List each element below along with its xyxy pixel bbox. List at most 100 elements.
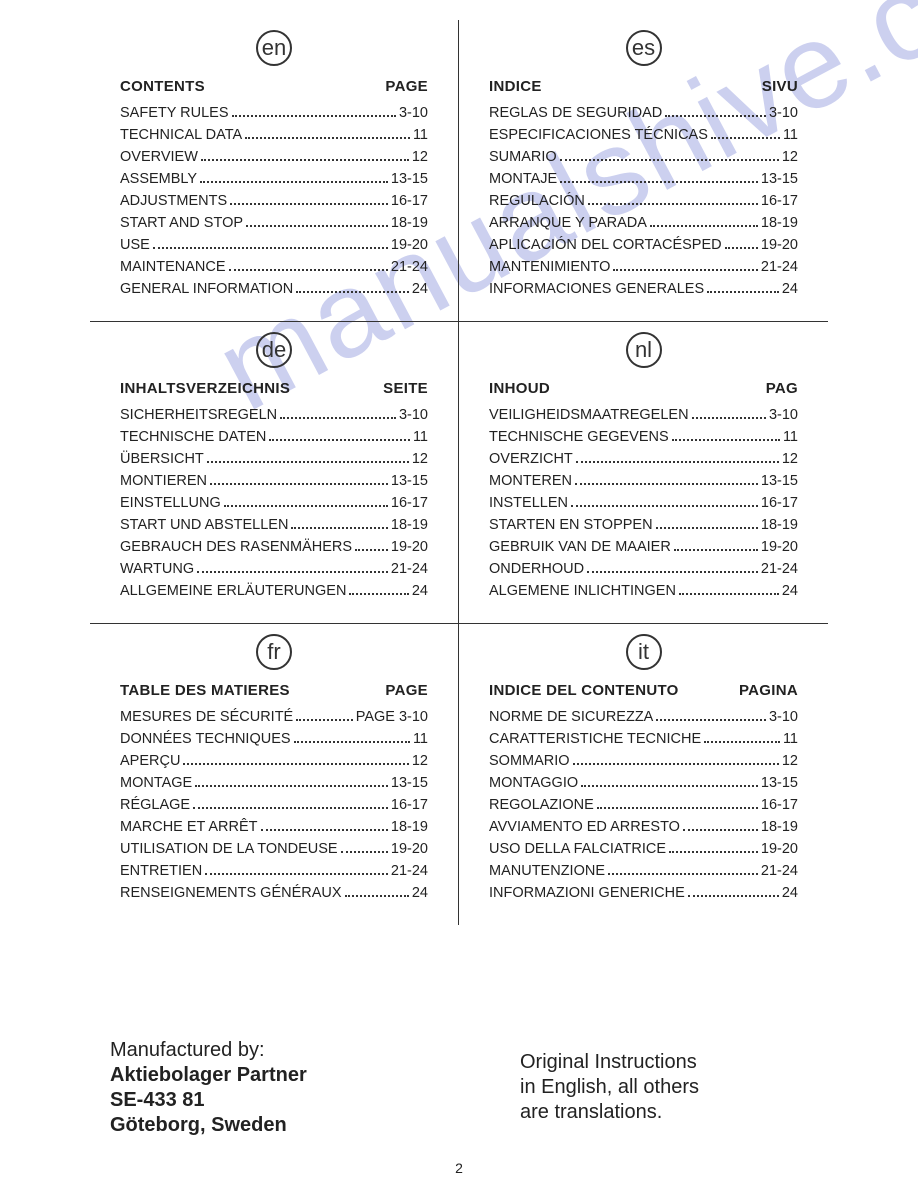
toc-entry-label: ASSEMBLY (120, 171, 197, 187)
lang-badge-en: en (256, 30, 292, 66)
lang-badge-fr: fr (256, 634, 292, 670)
manufacturer-line: Göteborg, Sweden (110, 1113, 440, 1138)
toc-entry-page: 24 (412, 583, 428, 599)
toc-heading: INHOUDPAG (489, 380, 798, 397)
toc-entry: UTILISATION DE LA TONDEUSE19-20 (120, 841, 428, 857)
note-line: are translations. (520, 1100, 810, 1125)
toc-entry-label: SUMARIO (489, 149, 557, 165)
toc-entry-label: CARATTERISTICHE TECNICHE (489, 731, 701, 747)
toc-heading-left: TABLE DES MATIERES (120, 682, 290, 699)
toc-section-nl: nlINHOUDPAGVEILIGHEIDSMAATREGELEN3-10TEC… (459, 321, 828, 623)
toc-dots (195, 785, 388, 787)
toc-entry-label: NORME DE SICUREZZA (489, 709, 653, 725)
toc-entry: MONTIEREN13-15 (120, 473, 428, 489)
toc-entry: WARTUNG21-24 (120, 561, 428, 577)
toc-entry-page: 19-20 (761, 841, 798, 857)
toc-entry-page: 21-24 (391, 561, 428, 577)
toc-dots (229, 269, 388, 271)
toc-dots (153, 247, 388, 249)
toc-entry-label: MANUTENZIONE (489, 863, 605, 879)
toc-entry-page: 18-19 (391, 215, 428, 231)
toc-dots (205, 873, 388, 875)
toc-dots (291, 527, 387, 529)
page-number: 2 (0, 1160, 918, 1176)
toc-heading-right: PAGINA (739, 682, 798, 699)
toc-entry-page: 11 (783, 731, 798, 747)
toc-entry: RENSEIGNEMENTS GÉNÉRAUX24 (120, 885, 428, 901)
toc-entry-label: INFORMACIONES GENERALES (489, 281, 704, 297)
toc-entry: ALGEMENE INLICHTINGEN24 (489, 583, 798, 599)
toc-entry-label: REGOLAZIONE (489, 797, 594, 813)
toc-entry-label: AVVIAMENTO ED ARRESTO (489, 819, 680, 835)
toc-grid: enCONTENTSPAGESAFETY RULES3-10TECHNICAL … (90, 20, 828, 925)
toc-entry-label: MANTENIMIENTO (489, 259, 610, 275)
toc-section-fr: frTABLE DES MATIERESPAGEMESURES DE SÉCUR… (90, 623, 459, 925)
toc-entry-page: 13-15 (761, 473, 798, 489)
toc-entry-page: 11 (413, 127, 428, 143)
toc-entry-label: ADJUSTMENTS (120, 193, 227, 209)
toc-entry-label: RÉGLAGE (120, 797, 190, 813)
toc-section-en: enCONTENTSPAGESAFETY RULES3-10TECHNICAL … (90, 20, 459, 321)
toc-entry: ONDERHOUD21-24 (489, 561, 798, 577)
toc-section-es: esINDICESIVUREGLAS DE SEGURIDAD3-10ESPEC… (459, 20, 828, 321)
toc-dots (581, 785, 758, 787)
toc-entry-label: MARCHE ET ARRÊT (120, 819, 258, 835)
note-line: Original Instructions (520, 1050, 810, 1075)
toc-entry-label: ALGEMENE INLICHTINGEN (489, 583, 676, 599)
toc-entry-page: 11 (413, 429, 428, 445)
note-line: in English, all others (520, 1075, 810, 1100)
toc-entry-page: 19-20 (391, 539, 428, 555)
manufacturer-block: Manufactured by: Aktiebolager Partner SE… (110, 1038, 460, 1138)
toc-entry-page: 19-20 (391, 237, 428, 253)
toc-dots (296, 291, 409, 293)
toc-entry: MANUTENZIONE21-24 (489, 863, 798, 879)
toc-entry-page: 21-24 (391, 259, 428, 275)
toc-entry: TECHNICAL DATA 11 (120, 127, 428, 143)
toc-dots (711, 137, 780, 139)
lang-badge-it: it (626, 634, 662, 670)
toc-dots (656, 527, 758, 529)
toc-entry: ARRANQUE Y PARADA18-19 (489, 215, 798, 231)
toc-entry-page: 16-17 (391, 797, 428, 813)
toc-entry-label: RENSEIGNEMENTS GÉNÉRAUX (120, 885, 342, 901)
toc-entry-page: 12 (782, 753, 798, 769)
toc-dots (674, 549, 758, 551)
toc-entry-label: GEBRUIK VAN DE MAAIER (489, 539, 671, 555)
toc-entry-page: 3-10 (399, 105, 428, 121)
toc-heading: CONTENTSPAGE (120, 78, 428, 95)
toc-entry-page: 13-15 (391, 473, 428, 489)
toc-entry-label: MESURES DE SÉCURITÉ (120, 709, 293, 725)
toc-entry-label: INSTELLEN (489, 495, 568, 511)
toc-entry: OVERVIEW12 (120, 149, 428, 165)
toc-dots (349, 593, 408, 595)
toc-entry: ADJUSTMENTS16-17 (120, 193, 428, 209)
toc-dots (345, 895, 409, 897)
toc-entry-page: 12 (412, 753, 428, 769)
toc-entry-label: MONTAGE (120, 775, 192, 791)
toc-entry: SUMARIO12 (489, 149, 798, 165)
toc-entry: ALLGEMEINE ERLÄUTERUNGEN24 (120, 583, 428, 599)
toc-dots (650, 225, 758, 227)
toc-entry: DONNÉES TECHNIQUES11 (120, 731, 428, 747)
toc-entry-page: 21-24 (391, 863, 428, 879)
toc-heading-left: INHOUD (489, 380, 550, 397)
toc-dots (200, 181, 388, 183)
toc-entry-page: 13-15 (391, 775, 428, 791)
toc-dots (355, 549, 388, 551)
toc-entry-label: EINSTELLUNG (120, 495, 221, 511)
toc-entry-label: INFORMAZIONI GENERICHE (489, 885, 685, 901)
toc-entry-label: TECHNICAL DATA (120, 127, 242, 143)
toc-entry-label: GENERAL INFORMATION (120, 281, 293, 297)
toc-dots (245, 137, 410, 139)
toc-dots (692, 417, 766, 419)
toc-entry: INFORMACIONES GENERALES24 (489, 281, 798, 297)
toc-entry-page: 24 (412, 281, 428, 297)
toc-entry-label: REGULACIÓN (489, 193, 585, 209)
toc-dots (296, 719, 352, 721)
toc-entry-page: 18-19 (761, 215, 798, 231)
toc-entry-label: APERÇU (120, 753, 180, 769)
toc-dots (261, 829, 388, 831)
toc-heading-right: SEITE (383, 380, 428, 397)
toc-section-de: deINHALTSVERZEICHNISSEITESICHERHEITSREGE… (90, 321, 459, 623)
toc-entry: INFORMAZIONI GENERICHE24 (489, 885, 798, 901)
